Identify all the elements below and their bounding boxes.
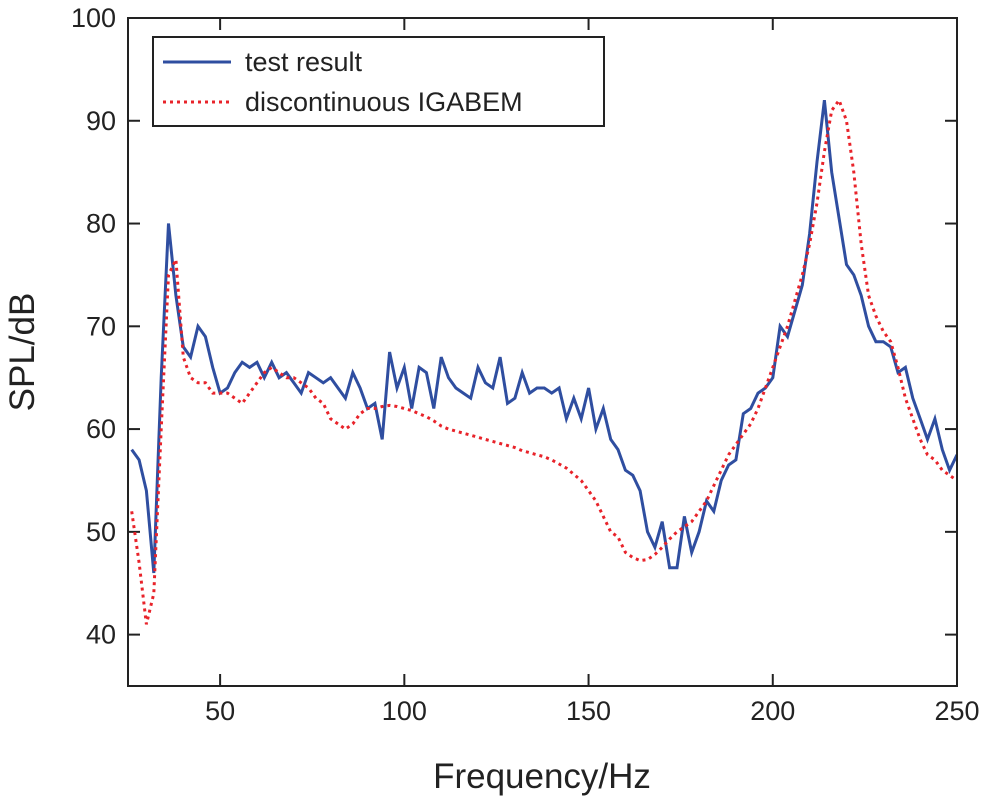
legend-box xyxy=(152,36,605,127)
y-tick-label: 60 xyxy=(86,414,116,444)
x-tick-label: 50 xyxy=(205,696,235,726)
y-tick-label: 70 xyxy=(86,311,116,341)
plot-frame xyxy=(127,17,958,687)
plot-area xyxy=(130,97,957,625)
x-tick-label: 200 xyxy=(750,696,795,726)
x-tick-label: 150 xyxy=(566,696,611,726)
legend-label: test result xyxy=(245,47,363,77)
y-tick-label: 100 xyxy=(71,3,116,33)
x-tick-label: 250 xyxy=(934,696,979,726)
data-line xyxy=(130,97,957,625)
x-axis-label: Frequency/Hz xyxy=(433,757,651,796)
y-axis-label: SPL/dB xyxy=(3,293,42,412)
y-tick-label: 90 xyxy=(86,106,116,136)
y-tick-label: 50 xyxy=(86,517,116,547)
x-tick-label: 100 xyxy=(382,696,427,726)
legend-label: discontinuous IGABEM xyxy=(245,87,523,117)
y-tick-label: 40 xyxy=(86,620,116,650)
data-line xyxy=(130,100,957,574)
y-tick-label: 80 xyxy=(86,209,116,239)
